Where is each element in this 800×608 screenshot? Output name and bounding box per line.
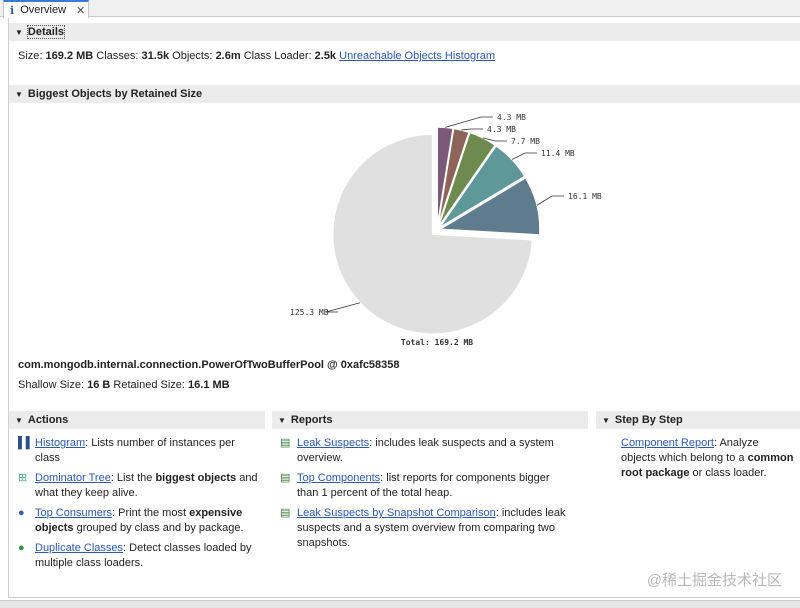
overview-pane — [8, 18, 800, 598]
label: Shallow Size: — [18, 379, 85, 391]
description: : list reports for components bigger tha… — [297, 472, 550, 499]
report-icon: ▤ — [280, 472, 291, 484]
details-section-header[interactable]: ▼ Details — [9, 23, 800, 41]
classes-value: 31.5k — [141, 50, 170, 62]
step-by-step-header[interactable]: ▼ Step By Step — [596, 411, 800, 429]
action-duplicate-classes: ● Duplicate Classes: Detect classes loade… — [18, 541, 258, 571]
section-title: Biggest Objects by Retained Size — [27, 88, 203, 100]
section-title: Details — [26, 25, 66, 39]
objects-value: 2.6m — [215, 50, 241, 62]
description: : Print the most — [112, 507, 190, 519]
step-component-report: Component Report: Analyze objects which … — [621, 436, 796, 481]
duplicate-classes-icon: ● — [18, 542, 25, 554]
pie-leader-line — [536, 195, 564, 206]
pie-leader-line — [325, 302, 361, 313]
description: : Detect classes loaded by multiple clas… — [35, 542, 252, 569]
unreachable-histogram-link[interactable]: Unreachable Objects Histogram — [339, 50, 496, 62]
label: Classes: — [96, 50, 139, 62]
section-title: Reports — [290, 414, 333, 426]
top-components-link[interactable]: Top Components — [297, 472, 381, 484]
pie-slice-label: 125.3 MB — [290, 308, 329, 317]
pie-leader-line — [461, 128, 483, 131]
dominator-tree-icon: ⊞ — [18, 472, 28, 484]
action-histogram: ▌▌ Histogram: Lists number of instances p… — [18, 436, 258, 466]
collapse-triangle-icon: ▼ — [278, 415, 286, 425]
report-top-components: ▤ Top Components: list reports for compon… — [280, 471, 570, 501]
actions-header[interactable]: ▼ Actions — [9, 411, 265, 429]
label: Class Loader: — [243, 50, 312, 62]
info-icon: i — [10, 3, 15, 17]
collapse-triangle-icon: ▼ — [15, 27, 23, 37]
collapse-triangle-icon: ▼ — [602, 415, 610, 425]
label: Size: — [18, 50, 43, 62]
description: : List the — [110, 472, 156, 484]
histogram-icon: ▌▌ — [18, 437, 34, 449]
top-consumers-link[interactable]: Top Consumers — [35, 507, 113, 519]
pie-slice-label: 4.3 MB — [487, 125, 516, 134]
label: Retained Size: — [113, 379, 185, 391]
emphasis: biggest objects — [155, 472, 237, 484]
watermark: @稀土掘金技术社区 — [646, 572, 782, 589]
shallow-value: 16 B — [87, 379, 111, 391]
reports-header[interactable]: ▼ Reports — [272, 411, 588, 429]
description: : includes leak suspects and a system ov… — [297, 507, 566, 549]
collapse-triangle-icon: ▼ — [15, 415, 23, 425]
size-value: 169.2 MB — [45, 50, 94, 62]
description: grouped by class and by package. — [73, 522, 244, 534]
section-title: Step By Step — [614, 414, 683, 426]
section-title: Actions — [27, 414, 69, 426]
biggest-objects-header[interactable]: ▼ Biggest Objects by Retained Size — [9, 85, 800, 103]
emphasis: common root package — [621, 452, 794, 479]
close-icon[interactable]: ✕ — [76, 4, 86, 17]
tab-overview[interactable]: i Overview ✕ — [3, 0, 89, 18]
editor-tab-bar: i Overview ✕ — [0, 0, 800, 18]
selected-object-name: com.mongodb.internal.connection.PowerOfT… — [18, 359, 400, 371]
top-consumers-icon: ● — [18, 507, 25, 519]
pie-leader-line — [482, 137, 507, 142]
description: : Lists number of instances per class — [35, 437, 235, 464]
report-icon: ▤ — [280, 437, 291, 449]
dominator-tree-link[interactable]: Dominator Tree — [35, 472, 111, 484]
tab-label: Overview — [20, 4, 67, 16]
action-dominator-tree: ⊞ Dominator Tree: List the biggest object… — [18, 471, 258, 501]
collapse-triangle-icon: ▼ — [15, 89, 23, 99]
pie-slice-label: 16.1 MB — [568, 192, 602, 201]
report-snapshot-comparison: ▤ Leak Suspects by Snapshot Comparison: i… — [280, 506, 570, 551]
details-summary: Size: 169.2 MB Classes: 31.5k Objects: 2… — [18, 50, 495, 62]
snapshot-comparison-link[interactable]: Leak Suspects by Snapshot Comparison — [297, 507, 496, 519]
description: or class loader. — [689, 467, 767, 479]
component-report-link[interactable]: Component Report — [621, 437, 714, 449]
duplicate-classes-link[interactable]: Duplicate Classes — [35, 542, 124, 554]
report-leak-suspects: ▤ Leak Suspects: includes leak suspects a… — [280, 436, 570, 466]
action-top-consumers: ● Top Consumers: Print the most expensive… — [18, 506, 258, 536]
description: : Analyze objects which belong to a — [621, 437, 759, 464]
bottom-toolbar — [0, 600, 800, 608]
pie-leader-line — [511, 152, 537, 160]
histogram-link[interactable]: Histogram — [35, 437, 86, 449]
pie-total-label: Total: 169.2 MB — [401, 338, 473, 347]
pie-leader-line — [445, 116, 493, 128]
description: and what they keep alive. — [35, 472, 258, 499]
pie-slice-label: 11.4 MB — [541, 149, 575, 158]
pie-slice[interactable] — [437, 131, 497, 228]
selected-object-sizes: Shallow Size: 16 B Retained Size: 16.1 M… — [18, 379, 230, 391]
pie-slice-label: 4.3 MB — [497, 113, 526, 122]
emphasis: expensive objects — [35, 507, 243, 534]
loader-value: 2.5k — [314, 50, 337, 62]
report-icon: ▤ — [280, 507, 291, 519]
leak-suspects-link[interactable]: Leak Suspects — [297, 437, 370, 449]
label: Objects: — [172, 50, 213, 62]
pie-slice-label: 7.7 MB — [511, 137, 540, 146]
retained-value: 16.1 MB — [188, 379, 230, 391]
description: : includes leak suspects and a system ov… — [297, 437, 554, 464]
